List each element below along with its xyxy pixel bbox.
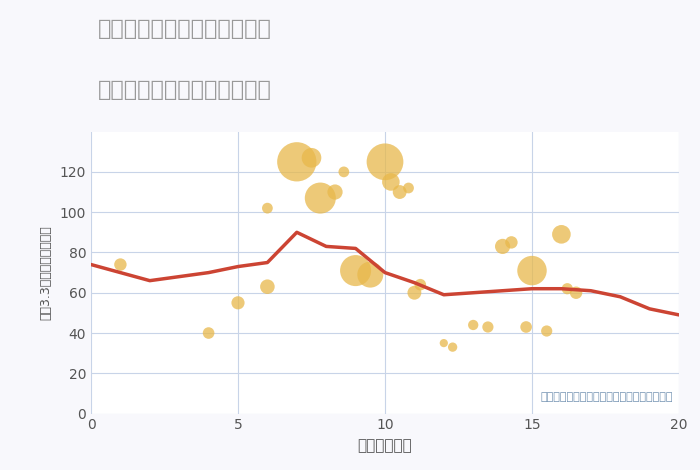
Point: [203, 329, 214, 337]
Y-axis label: 坪（3.3㎡）単価（万円）: 坪（3.3㎡）単価（万円）: [40, 225, 52, 320]
Point: [414, 281, 426, 289]
Point: [262, 283, 273, 290]
Point: [497, 243, 508, 250]
Point: [561, 285, 573, 292]
Point: [262, 204, 273, 212]
Point: [482, 323, 493, 331]
Point: [379, 158, 391, 165]
Point: [350, 267, 361, 274]
Point: [291, 158, 302, 165]
X-axis label: 駅距離（分）: 駅距離（分）: [358, 438, 412, 453]
Point: [115, 261, 126, 268]
Point: [556, 231, 567, 238]
Point: [447, 344, 458, 351]
Text: 駅距離別中古マンション価格: 駅距離別中古マンション価格: [98, 80, 272, 100]
Point: [403, 184, 414, 192]
Point: [506, 239, 517, 246]
Point: [330, 188, 341, 196]
Point: [570, 289, 582, 297]
Point: [468, 321, 479, 329]
Point: [526, 267, 538, 274]
Point: [365, 271, 376, 278]
Point: [232, 299, 244, 306]
Point: [315, 194, 326, 202]
Text: 愛知県稲沢市稲島法成寺町の: 愛知県稲沢市稲島法成寺町の: [98, 19, 272, 39]
Point: [338, 168, 349, 176]
Point: [438, 339, 449, 347]
Point: [394, 188, 405, 196]
Point: [409, 289, 420, 297]
Point: [521, 323, 532, 331]
Point: [541, 327, 552, 335]
Text: 円の大きさは、取引のあった物件面積を示す: 円の大きさは、取引のあった物件面積を示す: [540, 392, 673, 402]
Point: [385, 178, 396, 186]
Point: [306, 154, 317, 162]
